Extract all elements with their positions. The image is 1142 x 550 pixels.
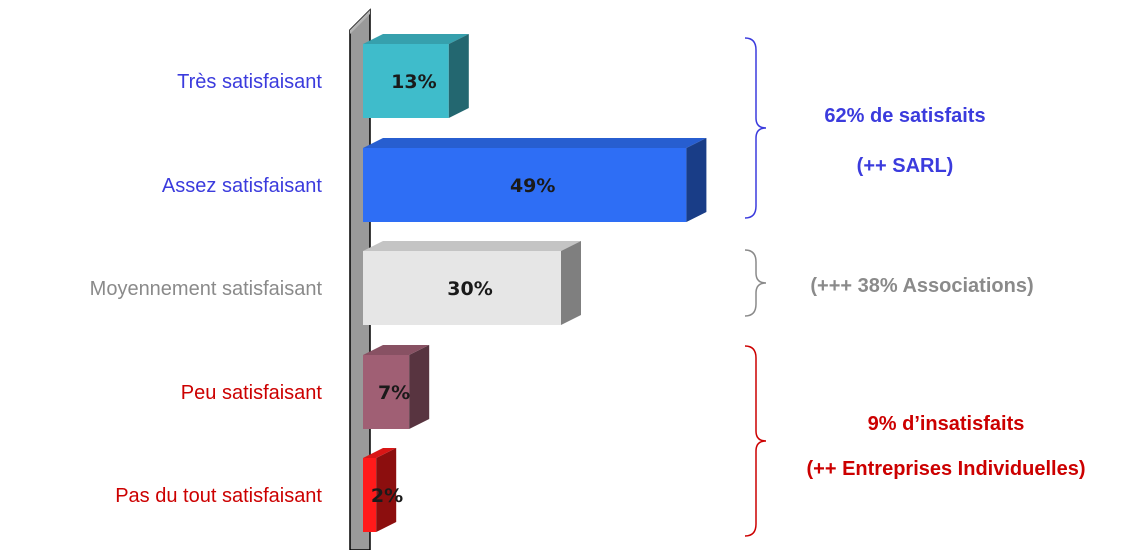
annotation-3: 9% d’insatisfaits (++ Entreprises Individ… [744,345,1086,537]
bar-side [686,138,707,222]
annotation-text: (+++ 38% Associations) [810,275,1033,297]
bars [363,34,707,532]
bar-top [363,241,581,251]
category-label: Moyennement satisfaisant [90,278,323,300]
annotation-2: (+++ 38% Associations) [744,249,1034,317]
bar-side [448,34,469,118]
category-label: Très satisfaisant [177,71,322,93]
annotation-text: 9% d’insatisfaits [868,413,1025,435]
bar-3 [363,241,581,325]
bar-top [363,34,469,44]
brace [744,345,767,537]
bar-4 [363,345,430,429]
bar-side [376,448,397,532]
value-label: 7% [378,382,410,404]
category-label: Pas du tout satisfaisant [115,485,322,507]
bar-1 [363,34,469,118]
value-label: 13% [391,71,436,93]
bar-front [363,355,410,429]
annotation-text: 62% de satisfaits [824,105,985,127]
annotations: 62% de satisfaits (++ SARL) (+++ 38% Assoc… [744,37,1086,537]
bar-front [363,458,377,532]
axis-wall-top [350,10,370,34]
annotation-text: (++ SARL) [857,155,954,177]
category-label: Peu satisfaisant [181,382,323,404]
bar-top [363,448,397,458]
bar-top [363,138,707,148]
bar-side [561,241,581,325]
value-label: 2% [371,485,403,507]
bar-top [363,345,430,355]
bar-2 [363,138,707,222]
brace [744,37,767,219]
bar-front [363,148,687,222]
value-labels: 13% 49% 30% 7% 2% [371,71,556,507]
bar-side [409,345,430,429]
category-labels: Très satisfaisant Assez satisfaisant Moyen… [90,71,323,507]
bar-front [363,251,561,325]
value-label: 49% [510,175,555,197]
value-label: 30% [447,278,492,300]
bar-5 [363,448,397,532]
annotation-1: 62% de satisfaits (++ SARL) [744,37,986,219]
annotation-text: (++ Entreprises Individuelles) [807,458,1086,480]
brace [744,249,767,317]
bar-front [363,44,449,118]
category-label: Assez satisfaisant [162,175,323,197]
